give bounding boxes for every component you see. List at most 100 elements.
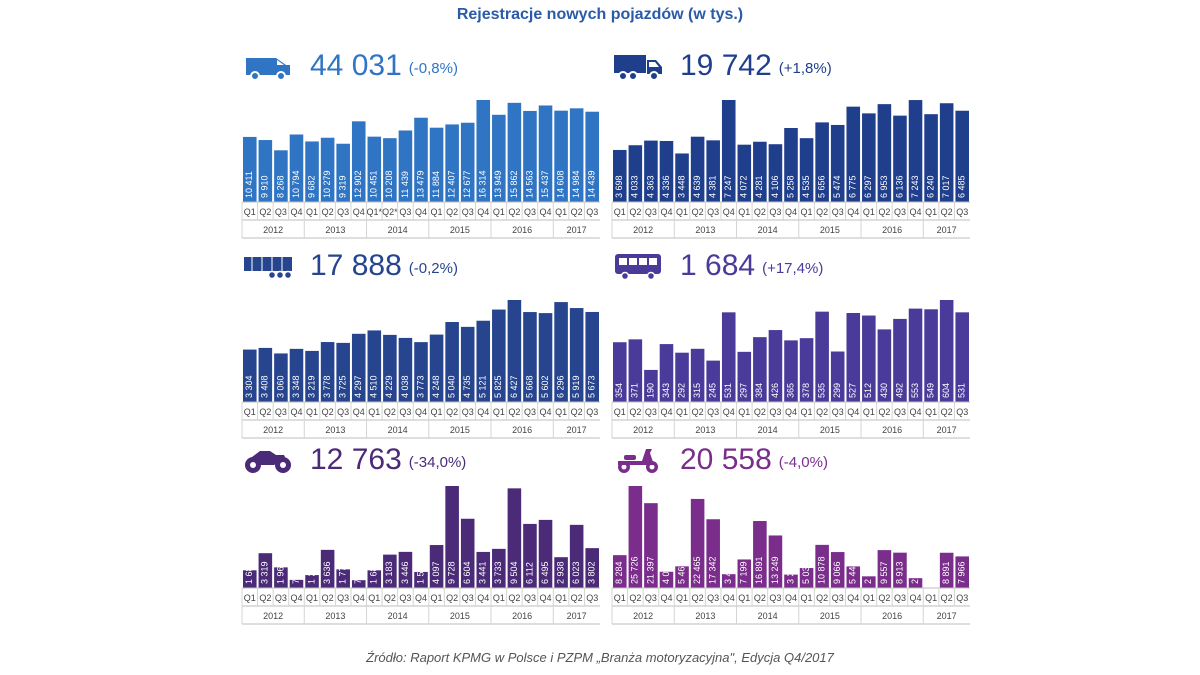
quarter-tick-label: Q1	[244, 407, 256, 417]
quarter-tick-label: Q3	[707, 593, 719, 603]
bar	[784, 127, 798, 202]
bar-value-label: 5 461	[676, 561, 686, 584]
quarter-tick-label: Q4	[910, 207, 922, 217]
quarter-tick-label: Q2	[571, 593, 583, 603]
bar-value-label: 6 112	[524, 562, 534, 584]
bar	[476, 100, 491, 202]
bar	[476, 551, 491, 588]
bar	[569, 524, 584, 588]
bar-value-label: 15 862	[509, 170, 519, 198]
bar-value-label: 3 219	[306, 375, 316, 398]
quarter-tick-label: Q4	[415, 207, 427, 217]
bar-value-label: 5 668	[524, 375, 534, 398]
quarter-tick-label: Q1	[431, 593, 443, 603]
bar	[243, 570, 257, 588]
bar	[613, 342, 627, 402]
bar-value-label: 604	[941, 383, 951, 398]
quarter-tick-label: Q2	[816, 407, 828, 417]
quarter-tick-label: Q1	[801, 207, 813, 217]
quarter-tick-label: Q1	[801, 407, 813, 417]
bar-value-label: 5 602	[540, 375, 550, 398]
quarter-tick-label: Q1	[738, 207, 750, 217]
quarter-tick-label: Q2	[322, 407, 334, 417]
quarter-tick-label: Q2	[446, 207, 458, 217]
bar	[862, 315, 876, 402]
bar-value-label: 14 563	[524, 170, 534, 198]
bar-value-label: 8 891	[941, 561, 951, 584]
year-tick-label: 2015	[450, 611, 470, 621]
year-tick-label: 2012	[633, 225, 653, 235]
bar-value-label: 5 035	[801, 561, 811, 584]
bar	[690, 498, 705, 588]
quarter-tick-label: Q1	[863, 593, 875, 603]
bar-value-label: 4 097	[431, 561, 441, 584]
bar	[908, 578, 923, 588]
quarter-tick-label: Q2	[878, 593, 890, 603]
bar-value-label: 3 380	[785, 561, 795, 584]
bar	[939, 103, 954, 202]
quarter-tick-label: Q3	[462, 207, 474, 217]
bar	[628, 145, 643, 202]
bar	[523, 110, 537, 202]
bar	[644, 369, 658, 402]
bar-value-label: 14 984	[571, 170, 581, 198]
bar-value-label: 2 476	[910, 561, 920, 584]
year-tick-label: 2013	[325, 611, 345, 621]
bar	[721, 312, 736, 402]
year-tick-label: 2015	[820, 611, 840, 621]
quarter-tick-label: Q2	[941, 407, 953, 417]
quarter-tick-label: Q2	[629, 207, 641, 217]
year-tick-label: 2012	[263, 225, 283, 235]
year-tick-label: 2015	[820, 425, 840, 435]
bar-value-label: 9 504	[509, 561, 519, 584]
bar-value-label: 13 479	[415, 170, 425, 198]
quarter-tick-label: Q3	[399, 207, 411, 217]
quarter-tick-label: Q1	[555, 593, 567, 603]
bar	[523, 312, 537, 402]
quarter-tick-label: Q2	[629, 407, 641, 417]
quarter-tick-label: Q2	[754, 407, 766, 417]
quarter-tick-label: Q1	[368, 407, 380, 417]
quarter-tick-label: Q1	[801, 593, 813, 603]
quarter-tick-label: Q1	[244, 207, 256, 217]
bar	[613, 555, 627, 588]
quarter-tick-label: Q2	[692, 207, 704, 217]
quarter-tick-label: Q1	[306, 207, 318, 217]
bar-value-label: 7 243	[910, 175, 920, 198]
bar-value-label: 354	[614, 383, 624, 398]
quarter-tick-label: Q2*	[382, 207, 398, 217]
quarter-tick-label: Q1	[614, 593, 626, 603]
bar-value-label: 6 604	[462, 561, 472, 584]
quarter-tick-label: Q2	[571, 407, 583, 417]
bar	[585, 111, 599, 202]
bar-value-label: 3 183	[384, 561, 394, 584]
total-value: 12 763	[310, 443, 402, 476]
bar-value-label: 3 733	[493, 561, 503, 584]
bar	[320, 549, 335, 588]
bar-value-label: 11 884	[431, 171, 441, 198]
quarter-tick-label: Q2	[629, 593, 641, 603]
bar	[289, 579, 304, 588]
bar	[336, 143, 350, 202]
bar-value-label: 6 953	[879, 175, 889, 198]
bar	[628, 339, 643, 402]
change-value: (-34,0%)	[408, 454, 467, 471]
bar	[336, 342, 350, 402]
bar-value-label: 5 919	[571, 375, 581, 398]
quarter-tick-label: Q2	[878, 207, 890, 217]
motorcycle-icon	[242, 445, 294, 475]
bar	[398, 337, 413, 402]
bar	[507, 102, 522, 202]
quarter-tick-label: Q1	[614, 407, 626, 417]
bar	[460, 518, 475, 588]
bar-value-label: 365	[785, 383, 795, 398]
bar-value-label: 7 247	[723, 175, 733, 198]
quarter-tick-label: Q3	[645, 207, 657, 217]
bar-value-label: 1 777	[338, 561, 348, 584]
bar	[367, 136, 382, 202]
bar	[398, 551, 413, 588]
bar-value-label: 343	[661, 383, 671, 398]
bar-value-label: 9 728	[447, 561, 457, 584]
bar-value-label: 4 033	[630, 175, 640, 198]
bus-icon	[612, 251, 664, 281]
